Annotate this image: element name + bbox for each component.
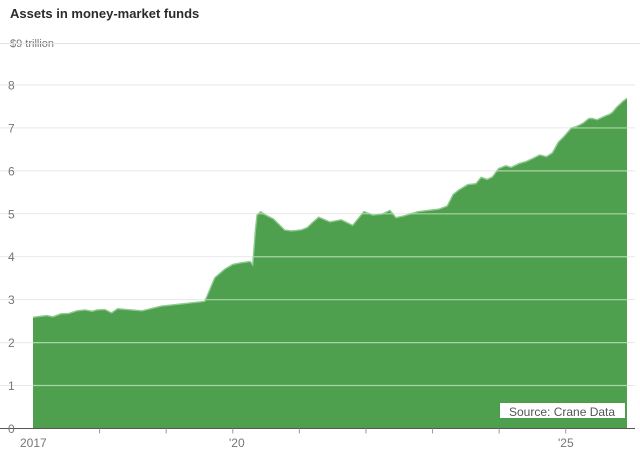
svg-text:6: 6	[8, 164, 15, 178]
svg-text:3: 3	[8, 293, 15, 307]
svg-text:2017: 2017	[20, 436, 47, 450]
svg-text:'25: '25	[558, 436, 574, 450]
svg-text:0: 0	[8, 422, 15, 436]
svg-text:4: 4	[8, 250, 15, 264]
svg-text:1: 1	[8, 379, 15, 393]
svg-text:2: 2	[8, 336, 15, 350]
svg-text:5: 5	[8, 207, 15, 221]
svg-text:8: 8	[8, 79, 15, 93]
svg-text:'20: '20	[229, 436, 245, 450]
svg-text:7: 7	[8, 121, 15, 135]
